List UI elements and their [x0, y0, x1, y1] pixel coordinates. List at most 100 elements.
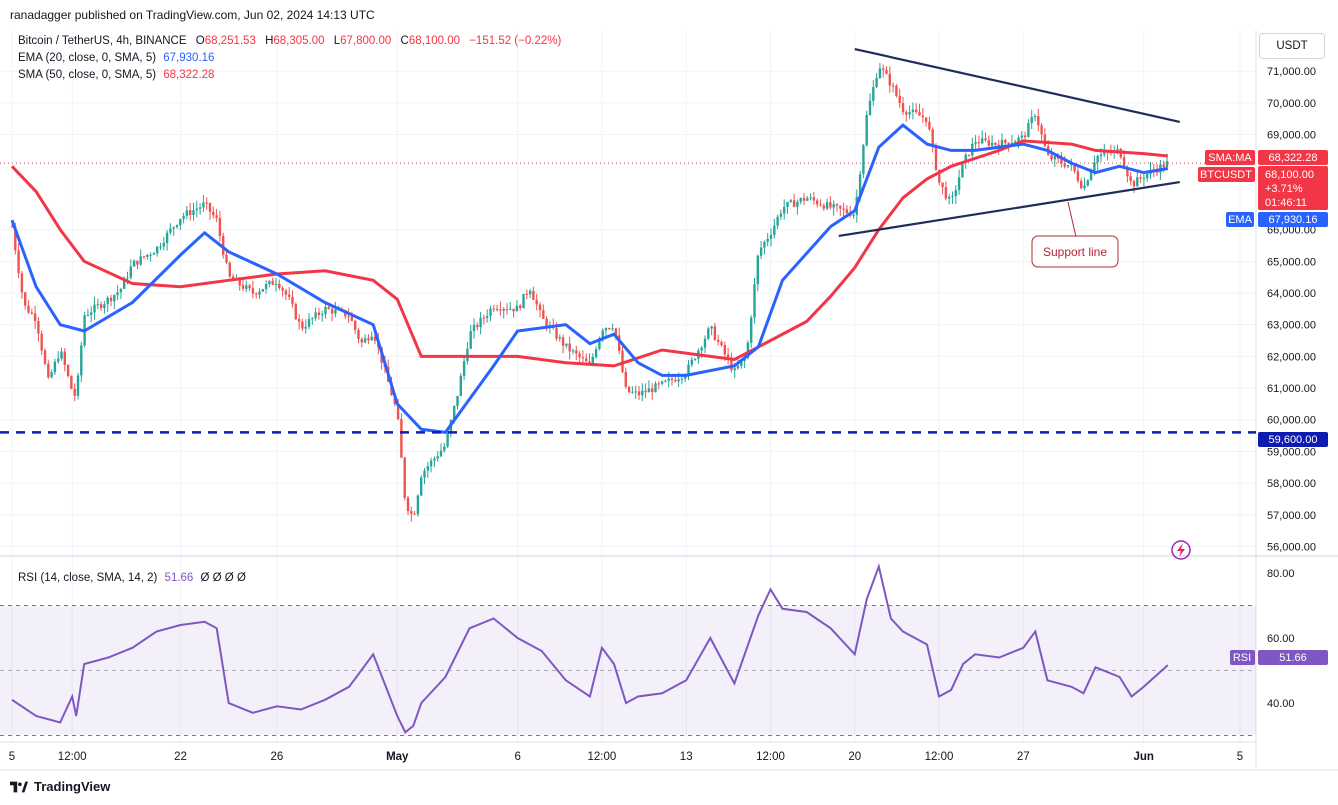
candle-body	[406, 497, 410, 512]
candle-body	[832, 204, 835, 208]
candle-body	[90, 312, 93, 315]
candle-body	[136, 260, 139, 265]
candle-body	[571, 350, 575, 352]
time-tick-label: Jun	[1133, 751, 1153, 763]
sma-legend[interactable]: SMA (50, close, 0, SMA, 5) 68,322.28	[18, 69, 214, 81]
candle-body	[951, 195, 954, 197]
sma-legend-value: 68,322.28	[163, 69, 215, 81]
time-tick-label: 12:00	[588, 751, 617, 763]
symbol-title: Bitcoin / TetherUS, 4h, BINANCE	[18, 35, 187, 47]
svg-text:59,600.00: 59,600.00	[1269, 434, 1318, 446]
candle-body	[119, 288, 123, 293]
candle-body	[789, 200, 792, 202]
time-tick-label: 12:00	[756, 751, 785, 763]
candle-body	[981, 138, 984, 144]
tradingview-footer[interactable]: TradingView	[10, 779, 110, 794]
candle-body	[413, 513, 416, 515]
price-axis-labels[interactable]: 56,000.00 57,000.00 58,000.00 59,000.00 60,0…	[1267, 66, 1316, 553]
high-value: 68,305.00	[273, 35, 325, 47]
candle-body	[70, 375, 73, 389]
candle-body	[469, 331, 472, 349]
symbol-legend[interactable]: Bitcoin / TetherUS, 4h, BINANCE O68,251.…	[18, 35, 561, 47]
candle-body	[845, 209, 849, 213]
time-axis-labels[interactable]: 5 12:00 22 26 May 6 12:00 13 12:00 20 12:00 27 Jun 5	[9, 751, 1243, 763]
candle-body	[86, 314, 90, 316]
candle-body	[954, 190, 957, 196]
rsi-legend-value: 51.66	[164, 572, 194, 584]
candle-body	[57, 358, 60, 362]
resistance-trendline[interactable]	[854, 47, 1181, 123]
candle-body	[53, 361, 57, 373]
sma50-line[interactable]	[10, 139, 1168, 368]
candle-body	[436, 456, 439, 459]
candle-body	[796, 201, 799, 207]
price-tick-label: 62,000.00	[1267, 351, 1316, 363]
candle-body	[288, 294, 291, 297]
price-tick-label: 66,000.00	[1267, 225, 1316, 237]
rsi-axis-labels[interactable]: 40.00 60.00 80.00	[1267, 568, 1295, 710]
candle-body	[865, 114, 868, 146]
candle-body	[218, 217, 222, 236]
candle-body	[274, 283, 278, 285]
svg-text:RSI: RSI	[1233, 652, 1251, 664]
candle-body	[172, 227, 175, 229]
candle-body	[109, 297, 113, 302]
candle-body	[231, 276, 235, 280]
candle-body	[106, 297, 109, 305]
last-price-tag: BTCUSDT 68,100.00 +3.71% 01:46:11	[1198, 166, 1328, 210]
candle-body	[594, 349, 598, 357]
candle-body	[558, 337, 561, 339]
candle-body	[439, 450, 443, 457]
candle-body	[519, 305, 522, 309]
candle-body	[667, 378, 670, 381]
ema-price-tag: EMA 67,930.16	[1226, 212, 1328, 227]
candle-body	[918, 111, 921, 116]
candle-body	[961, 162, 964, 178]
ema-legend[interactable]: EMA (20, close, 0, SMA, 5) 67,930.16	[18, 52, 214, 64]
candle-body	[99, 304, 103, 309]
support-line-callout[interactable]: Support line	[1031, 201, 1119, 268]
candle-body	[423, 470, 426, 478]
candle-body	[542, 310, 545, 319]
flash-alert-icon[interactable]	[1171, 540, 1191, 560]
candle-body	[528, 290, 532, 295]
candle-body	[878, 68, 882, 79]
candle-body	[505, 309, 509, 311]
candle-body	[1053, 156, 1056, 160]
candle-body	[410, 511, 413, 514]
candle-body	[17, 250, 20, 274]
sma-price-tag: SMA:MA 68,322.28	[1205, 150, 1328, 165]
candle-body	[327, 306, 330, 309]
candle-body	[132, 260, 136, 267]
candle-body	[30, 312, 33, 314]
candle-body	[858, 174, 862, 197]
price-tick-label: 57,000.00	[1267, 510, 1316, 522]
candle-body	[63, 351, 66, 366]
candle-body	[670, 378, 674, 380]
low-label: L	[333, 35, 341, 47]
candle-body	[759, 247, 763, 256]
candle-body	[472, 325, 476, 332]
main-grid	[0, 30, 1256, 742]
support-trendline[interactable]	[838, 181, 1180, 238]
rsi-tick-label: 80.00	[1267, 568, 1295, 580]
candle-body	[684, 375, 687, 379]
candle-body	[555, 328, 558, 339]
currency-button[interactable]: USDT	[1259, 33, 1325, 59]
candle-body	[756, 255, 759, 285]
candle-body	[990, 142, 994, 146]
ema20-line[interactable]	[10, 123, 1169, 435]
rsi-legend[interactable]: RSI (14, close, SMA, 14, 2) 51.66 Ø Ø Ø …	[18, 572, 246, 584]
ema-legend-label: EMA (20, close, 0, SMA, 5)	[18, 52, 157, 64]
candle-body	[766, 238, 769, 242]
price-tick-label: 69,000.00	[1267, 130, 1316, 142]
candle-body	[816, 200, 819, 205]
candle-body	[1162, 164, 1165, 168]
candle-body	[895, 85, 898, 96]
rsi-line[interactable]	[11, 563, 1169, 734]
candle-body	[502, 309, 505, 311]
candle-body	[20, 273, 24, 293]
candle-body	[948, 196, 951, 199]
candle-body	[212, 211, 215, 216]
